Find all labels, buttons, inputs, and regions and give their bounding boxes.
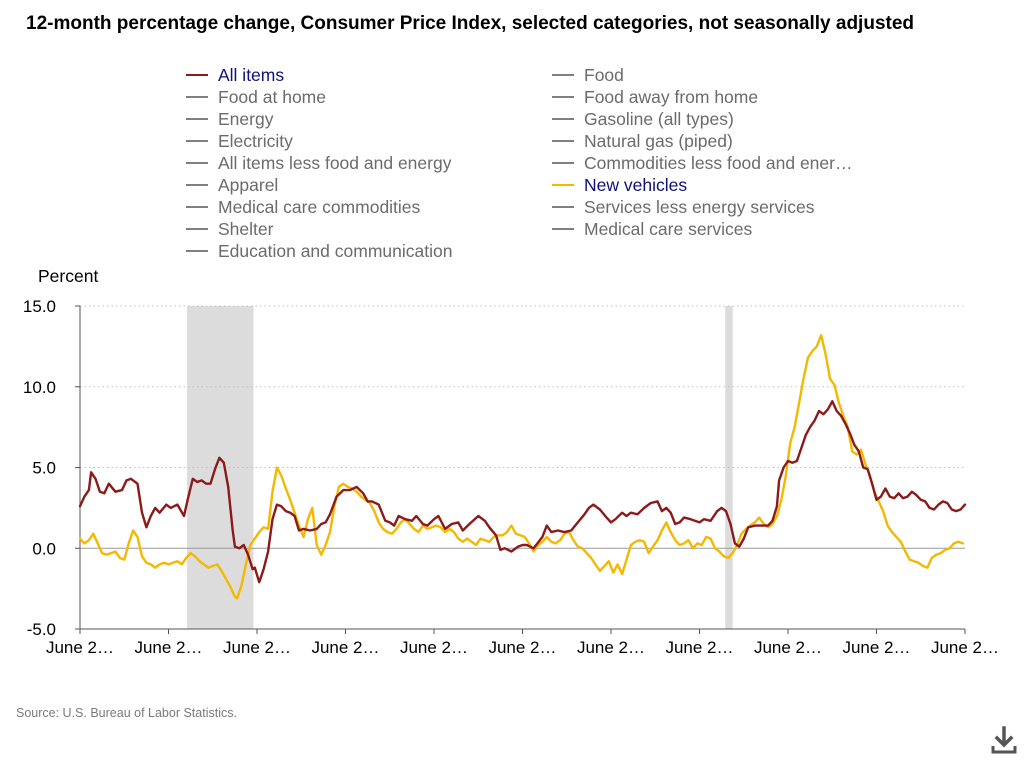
legend-swatch (186, 249, 208, 253)
series-line (78, 333, 964, 600)
legend-label: All items (218, 64, 285, 85)
legend-item[interactable]: New vehicles (552, 174, 687, 196)
y-tick-label: 0.0 (32, 539, 56, 558)
legend-item[interactable]: Medical care commodities (186, 196, 420, 218)
legend-label: Medical care services (584, 218, 753, 239)
gridlines (80, 305, 965, 468)
series-lines (78, 333, 967, 600)
legend-swatch (552, 117, 574, 121)
chart-title: 12-month percentage change, Consumer Pri… (26, 13, 915, 34)
legend-item[interactable]: Medical care services (552, 218, 752, 240)
legend-label: Food (584, 64, 624, 85)
recession-bands (187, 306, 733, 629)
x-tick-label: June 2… (400, 638, 468, 657)
x-tick-label: June 2… (134, 638, 202, 657)
x-tick-label: June 2… (842, 638, 910, 657)
legend-item[interactable]: Commodities less food and ener… (552, 152, 852, 174)
legend-swatch (186, 139, 208, 143)
legend-item[interactable]: Food (552, 64, 624, 86)
legend-label: Shelter (218, 218, 274, 239)
series-line (78, 400, 967, 584)
legend-swatch (186, 227, 208, 231)
legend-item[interactable]: All items less food and energy (186, 152, 451, 174)
legend-item[interactable]: Apparel (186, 174, 278, 196)
legend-item[interactable]: Natural gas (piped) (552, 130, 733, 152)
legend-swatch (186, 205, 208, 209)
legend-item[interactable]: Gasoline (all types) (552, 108, 734, 130)
legend-label: New vehicles (584, 174, 688, 195)
line-chart: 15.010.05.00.0-5.0 June 2… June 2… June 2…… (23, 297, 999, 657)
legend-item[interactable]: Food away from home (552, 86, 758, 108)
y-tick-label: 15.0 (23, 297, 56, 316)
legend-label: Natural gas (piped) (584, 130, 733, 151)
x-tick-label: June 2… (931, 638, 999, 657)
axes (75, 305, 966, 634)
download-icon[interactable] (988, 724, 1020, 756)
legend-swatch (186, 73, 208, 77)
x-tick-label: June 2… (577, 638, 645, 657)
legend-swatch (186, 117, 208, 121)
legend-label: Medical care commodities (218, 196, 421, 217)
y-tick-label: -5.0 (27, 620, 56, 639)
legend-swatch (552, 205, 574, 209)
x-tick-label: June 2… (488, 638, 556, 657)
legend-item[interactable]: All items (186, 64, 284, 86)
legend-label: Food away from home (584, 86, 759, 107)
y-tick-label: 10.0 (23, 378, 56, 397)
legend-label: Electricity (218, 130, 293, 151)
legend-label: Commodities less food and ener… (584, 152, 853, 173)
x-tick-label: June 2… (665, 638, 733, 657)
legend-swatch (552, 73, 574, 77)
legend-label: Gasoline (all types) (584, 108, 734, 129)
y-axis-label: Percent (38, 266, 99, 286)
legend-swatch (552, 139, 574, 143)
x-tick-labels: June 2… June 2… June 2… June 2… June 2… June … (46, 638, 999, 657)
legend-item[interactable]: Energy (186, 108, 273, 130)
legend-swatch (186, 183, 208, 187)
x-tick-label: June 2… (754, 638, 822, 657)
legend-item[interactable]: Services less energy services (552, 196, 815, 218)
legend-swatch (186, 161, 208, 165)
legend-swatch (552, 183, 574, 187)
legend-label: All items less food and energy (218, 152, 452, 173)
legend-label: Services less energy services (584, 196, 815, 217)
legend-swatch (552, 161, 574, 165)
legend-item[interactable]: Food at home (186, 86, 326, 108)
y-tick-labels: 15.0 10.0 5.0 0.0 -5.0 (23, 297, 56, 639)
legend-swatch (186, 95, 208, 99)
x-tick-label: June 2… (223, 638, 291, 657)
legend-item[interactable]: Electricity (186, 130, 293, 152)
legend-item[interactable]: Shelter (186, 218, 273, 240)
legend-swatch (552, 95, 574, 99)
source-note: Source: U.S. Bureau of Labor Statistics. (16, 706, 237, 720)
y-tick-label: 5.0 (32, 459, 56, 478)
legend-label: Energy (218, 108, 274, 129)
legend-label: Education and communication (218, 240, 453, 261)
legend-label: Apparel (218, 174, 279, 195)
legend-swatch (552, 227, 574, 231)
x-tick-label: June 2… (311, 638, 379, 657)
legend-item[interactable]: Education and communication (186, 240, 452, 262)
x-tick-label: June 2… (46, 638, 114, 657)
legend-label: Food at home (218, 86, 326, 107)
